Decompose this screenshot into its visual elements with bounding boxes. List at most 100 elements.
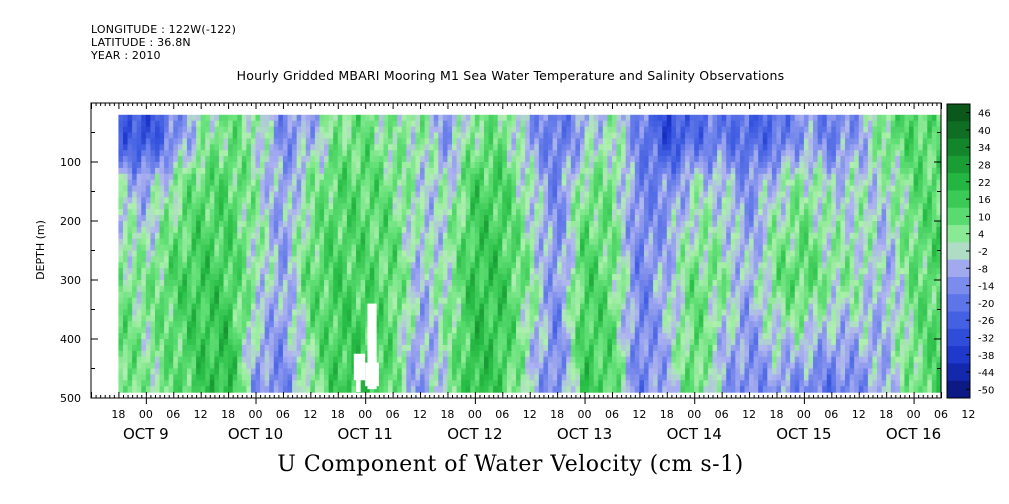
heatmap-cell: [255, 291, 261, 299]
heatmap-cell: [484, 173, 490, 181]
heatmap-cell: [392, 209, 398, 216]
heatmap-cell: [365, 250, 371, 257]
heatmap-cell: [301, 215, 307, 222]
heatmap-cell: [273, 344, 279, 352]
heatmap-cell: [374, 191, 380, 198]
heatmap-cell: [346, 368, 353, 375]
heatmap-cell: [470, 356, 476, 364]
heatmap-cell: [122, 173, 129, 181]
heatmap-cell: [246, 291, 252, 299]
heatmap-cell: [122, 368, 129, 375]
heatmap-cell: [484, 262, 490, 269]
heatmap-cell: [191, 368, 197, 375]
heatmap-cell: [397, 144, 403, 151]
heatmap-cell: [214, 244, 220, 252]
heatmap-cell: [314, 221, 321, 228]
heatmap-cell: [173, 138, 179, 145]
heatmap-cell: [474, 315, 481, 322]
heatmap-cell: [269, 297, 275, 305]
heatmap-cell: [570, 232, 577, 240]
heatmap-cell: [470, 232, 476, 240]
heatmap-cell: [566, 167, 572, 175]
heatmap-cell: [319, 120, 325, 128]
heatmap-cell: [260, 344, 266, 352]
heatmap-cell: [456, 226, 462, 234]
heatmap-cell: [292, 162, 298, 169]
heatmap-cell: [260, 238, 266, 246]
heatmap-cell: [589, 138, 595, 145]
heatmap-cell: [484, 203, 490, 210]
heatmap-cell: [127, 303, 133, 311]
heatmap-cell: [186, 297, 193, 305]
heatmap-cell: [429, 362, 435, 370]
heatmap-cell: [579, 167, 586, 175]
heatmap-cell: [122, 197, 129, 204]
heatmap-cell: [415, 162, 421, 169]
heatmap-cell: [538, 350, 545, 358]
heatmap-cell: [264, 303, 270, 311]
heatmap-cell: [529, 274, 535, 281]
heatmap-cell: [273, 226, 279, 234]
heatmap-cell: [374, 232, 380, 240]
heatmap-cell: [589, 368, 595, 375]
heatmap-cell: [310, 132, 316, 139]
heatmap-cell: [278, 226, 284, 234]
heatmap-cell: [241, 156, 247, 163]
heatmap-cell: [159, 321, 165, 328]
heatmap-cell: [420, 291, 426, 299]
heatmap-cell: [141, 209, 147, 216]
heatmap-cell: [465, 138, 471, 145]
heatmap-cell: [383, 221, 389, 228]
heatmap-cell: [228, 138, 234, 145]
heatmap-cell: [415, 173, 421, 181]
heatmap-cell: [237, 221, 243, 228]
heatmap-cell: [378, 309, 385, 316]
heatmap-cell: [474, 156, 481, 163]
heatmap-cell: [383, 138, 389, 145]
heatmap-cell: [278, 244, 284, 252]
heatmap-cell: [493, 238, 499, 246]
heatmap-cell: [159, 274, 165, 281]
heatmap-cell: [365, 203, 371, 210]
heatmap-cell: [186, 368, 193, 375]
heatmap-cell: [177, 321, 183, 328]
heatmap-cell: [452, 167, 458, 175]
heatmap-cell: [127, 309, 133, 316]
heatmap-cell: [383, 356, 389, 364]
heatmap-cell: [159, 150, 165, 157]
heatmap-cell: [452, 221, 458, 228]
heatmap-cell: [118, 215, 124, 222]
heatmap-cell: [452, 238, 458, 246]
heatmap-cell: [538, 215, 545, 222]
heatmap-cell: [150, 156, 156, 163]
heatmap-cell: [301, 209, 307, 216]
heatmap-cell: [214, 191, 220, 198]
heatmap-cell: [360, 162, 366, 169]
heatmap-cell: [287, 274, 293, 281]
heatmap-cell: [429, 315, 435, 322]
heatmap-cell: [538, 250, 545, 257]
heatmap-cell: [282, 285, 289, 293]
heatmap-cell: [264, 327, 270, 334]
heatmap-cell: [168, 280, 174, 287]
heatmap-cell: [589, 362, 595, 370]
heatmap-cell: [292, 226, 298, 234]
heatmap-cell: [205, 285, 211, 293]
heatmap-cell: [397, 114, 403, 122]
heatmap-cell: [273, 232, 279, 240]
heatmap-cell: [415, 309, 421, 316]
heatmap-cell: [429, 350, 435, 358]
heatmap-cell: [328, 274, 334, 281]
heatmap-cell: [488, 350, 494, 358]
heatmap-cell: [223, 226, 229, 234]
heatmap-cell: [296, 280, 302, 287]
heatmap-cell: [520, 268, 526, 275]
heatmap-cell: [493, 344, 499, 352]
heatmap-cell: [502, 167, 508, 175]
heatmap-cell: [429, 120, 435, 128]
heatmap-cell: [250, 209, 257, 216]
heatmap-cell: [292, 185, 298, 193]
heatmap-cell: [173, 132, 179, 139]
heatmap-cell: [484, 226, 490, 234]
heatmap-cell: [337, 315, 343, 322]
